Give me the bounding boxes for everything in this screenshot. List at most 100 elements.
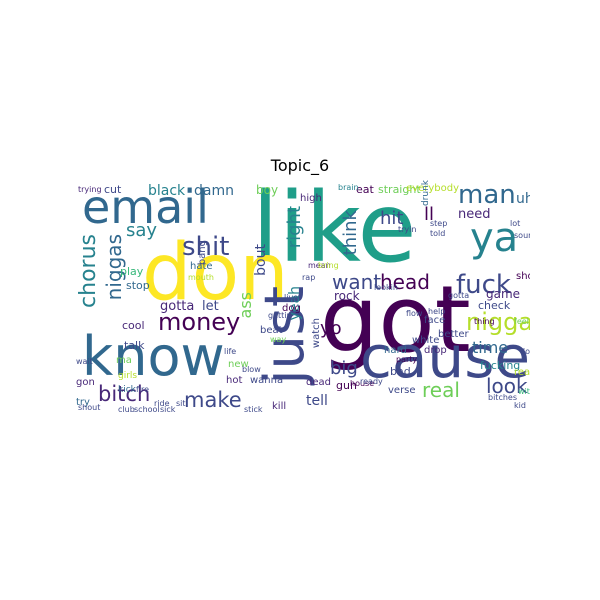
word: ass <box>236 292 255 319</box>
word: hard <box>384 345 407 356</box>
word: shout <box>78 403 101 412</box>
word: kick <box>118 385 136 395</box>
word: house <box>350 379 375 388</box>
word: wanna <box>250 375 284 386</box>
word: cut <box>104 183 122 196</box>
word: blow <box>242 365 261 374</box>
word: stop <box>126 279 150 292</box>
word: sick <box>160 405 176 413</box>
word: try <box>76 397 90 408</box>
word: like <box>252 180 417 284</box>
word: cool <box>122 319 145 332</box>
word: sit <box>176 399 186 408</box>
word: dead <box>306 377 331 388</box>
word: ya <box>470 215 519 261</box>
chart-title: Topic_6 <box>270 156 330 175</box>
word: shot <box>516 271 530 282</box>
word: way <box>270 335 287 344</box>
word: mouth <box>188 273 214 282</box>
word: ll <box>424 204 435 225</box>
word: need <box>458 207 491 222</box>
word: beat <box>260 325 283 336</box>
word: hot <box>226 375 243 386</box>
word: bout <box>253 244 269 276</box>
word: step <box>430 219 448 228</box>
word: gon <box>76 377 95 388</box>
word: tryin <box>398 225 417 234</box>
word: big <box>330 358 358 379</box>
word: flow <box>406 309 423 318</box>
word: boy <box>256 183 279 197</box>
word: fucking <box>480 359 521 372</box>
word: look <box>486 374 528 398</box>
word: stick <box>244 405 263 413</box>
word: damn <box>194 183 234 199</box>
word: gotta <box>160 299 195 314</box>
word: talk <box>124 339 145 352</box>
word: school <box>134 405 160 413</box>
word: real <box>422 378 460 402</box>
word: hate <box>190 261 213 272</box>
word: kid <box>514 401 526 410</box>
word: straight <box>378 183 421 196</box>
word: party <box>396 355 418 364</box>
word: bang <box>197 240 208 266</box>
word: wit <box>518 387 530 396</box>
word: time <box>472 338 509 357</box>
word: tell <box>306 393 328 409</box>
word: fuck <box>456 270 511 300</box>
word: got <box>320 266 471 373</box>
word: lot <box>510 219 521 228</box>
word: bad <box>390 365 411 378</box>
word: new <box>228 359 249 370</box>
word: yo <box>320 318 342 339</box>
word: feel <box>514 317 529 326</box>
word: thing <box>474 317 495 326</box>
word: help <box>428 307 446 316</box>
word: told <box>430 229 446 238</box>
word: money <box>158 308 241 336</box>
word: face <box>424 315 446 326</box>
word: live <box>284 293 299 302</box>
word: ma <box>116 355 132 366</box>
word: head <box>380 270 430 294</box>
word: play <box>120 265 144 278</box>
word: bitch <box>98 382 151 406</box>
word-cloud: like got don know cause just email ya fu… <box>74 180 530 412</box>
word: shit <box>182 232 230 262</box>
word: think <box>340 210 361 256</box>
word: white <box>412 335 440 346</box>
word: high <box>300 193 322 204</box>
word: drop <box>424 345 447 356</box>
word: check <box>478 299 511 312</box>
word: know <box>82 325 225 388</box>
word: ride <box>154 399 170 408</box>
word: trying <box>78 185 102 194</box>
word: bring <box>318 261 339 270</box>
word: really <box>514 367 530 378</box>
word: double <box>520 347 530 356</box>
word: make <box>184 388 242 412</box>
word: mean <box>308 261 331 270</box>
word: gotta <box>448 291 470 300</box>
word: dog <box>282 303 301 314</box>
word: bitches <box>488 393 517 402</box>
word: cause <box>360 323 530 391</box>
word: sound <box>514 231 530 240</box>
word: brain <box>338 183 359 192</box>
word: chorus <box>76 234 101 308</box>
word: kill <box>272 401 287 412</box>
word: man <box>458 180 516 210</box>
word: email <box>82 180 209 234</box>
word: hit <box>380 208 404 229</box>
word: rap <box>302 273 316 282</box>
word: everybody <box>406 183 459 194</box>
word: girls <box>118 371 138 381</box>
word: wait <box>76 357 93 366</box>
word: game <box>486 287 521 301</box>
word: rock <box>334 289 360 303</box>
word: life <box>224 347 237 356</box>
word: eat <box>356 183 374 196</box>
word: say <box>126 220 158 241</box>
word: nigga <box>466 308 530 336</box>
